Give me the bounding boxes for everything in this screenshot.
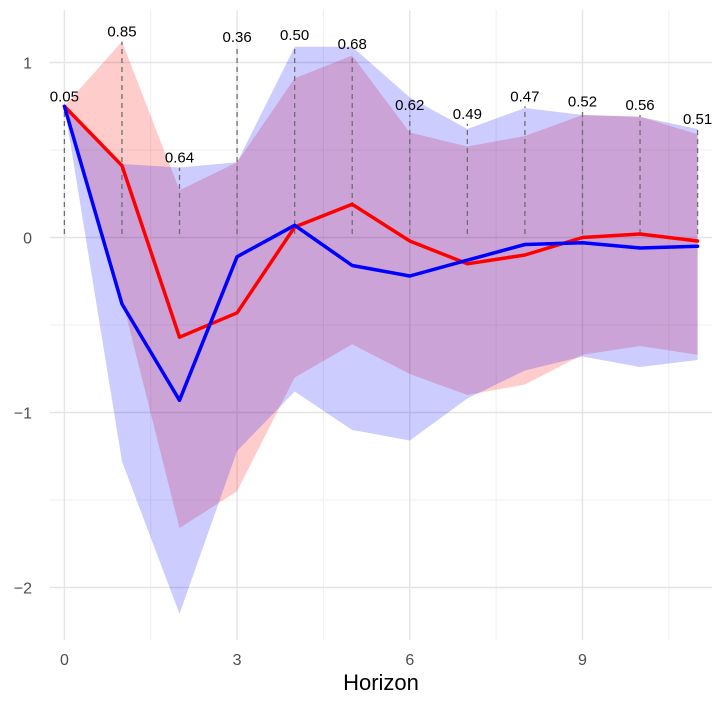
axis-labels: 0 3 6 9 −2 −1 0 1 [14,56,587,670]
x-tick-label: 9 [578,652,587,669]
x-tick-label: 3 [233,652,242,669]
confidence-bands [64,41,698,614]
annotation-label: 0.47 [510,88,539,105]
annotation-label: 0.62 [395,97,424,114]
y-tick-label: −1 [14,406,32,423]
annotation-label: 0.56 [625,97,654,114]
annotation-labels: 0.05 0.85 0.64 0.36 0.50 0.68 0.62 0.49 0.47 0.52… [50,24,712,167]
annotation-label: 0.52 [568,94,597,111]
series-2-confidence-band [64,46,698,614]
annotation-label: 0.51 [683,111,712,128]
annotation-label: 0.36 [222,29,251,46]
series-2-line [62,104,700,403]
y-tick-label: 1 [23,56,32,73]
x-tick-label: 6 [405,652,414,669]
annotation-label: 0.50 [280,27,309,44]
annotation-label: 0.05 [50,88,79,105]
series-lines [62,104,700,403]
series-1-line [62,104,700,339]
y-tick-label: 0 [23,231,32,248]
annotation-lines [63,41,699,234]
annotation-label: 0.85 [107,24,136,41]
annotation-label: 0.64 [165,150,194,167]
annotation-label: 0.68 [338,36,367,53]
series-1-confidence-band [64,41,698,528]
x-tick-label: 0 [60,652,69,669]
y-tick-label: −2 [14,581,32,598]
annotation-label: 0.49 [453,106,482,123]
x-axis-title: Horizon [343,670,419,695]
